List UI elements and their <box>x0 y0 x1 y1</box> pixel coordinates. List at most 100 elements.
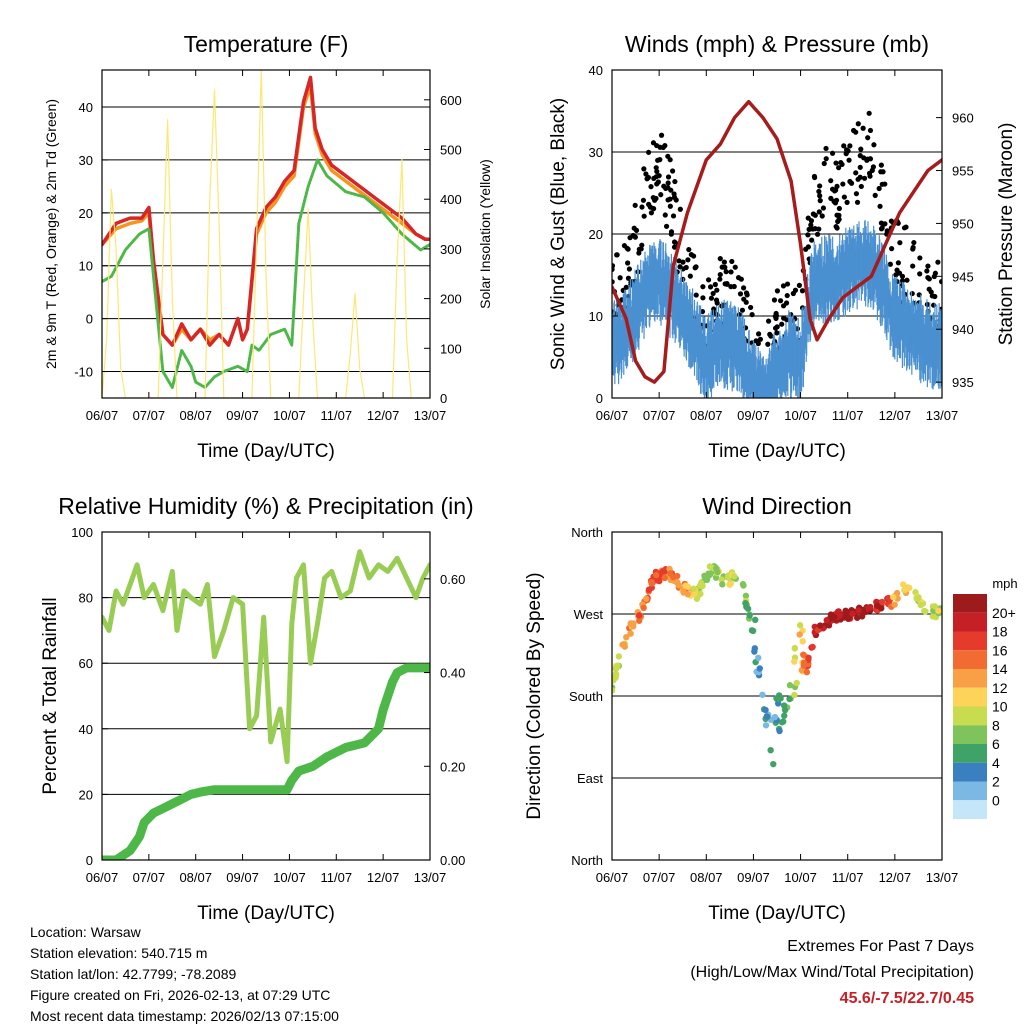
gust-point <box>824 156 829 161</box>
gust-point <box>815 232 820 237</box>
chart-2: Winds (mph) & Pressure (mb)Time (Day/UTC… <box>548 31 1017 462</box>
colorbar-label: 8 <box>992 717 1000 733</box>
gust-point <box>917 255 922 260</box>
gust-point <box>676 258 681 263</box>
gust-point <box>648 204 653 209</box>
gust-point <box>859 184 864 189</box>
gust-point <box>882 181 887 186</box>
colorbar-label: 6 <box>992 736 1000 752</box>
gust-point <box>655 158 660 163</box>
gust-point <box>807 227 812 232</box>
gust-point <box>879 226 884 231</box>
colorbar-swatch <box>953 613 987 632</box>
gust-point <box>671 213 676 218</box>
x-axis-label: Time (Day/UTC) <box>197 903 335 924</box>
x-tick-label: 09/07 <box>226 408 259 423</box>
extremes-subtitle: (High/Low/Max Wind/Total Precipitation) <box>690 960 974 986</box>
gust-point <box>658 192 663 197</box>
y2-tick-label: 960 <box>952 111 974 126</box>
gust-point <box>636 250 641 255</box>
direction-point <box>690 586 696 592</box>
colorbar-swatch <box>953 744 987 763</box>
x-tick-label: 12/07 <box>367 870 400 885</box>
direction-point <box>849 611 855 617</box>
gust-point <box>671 191 676 196</box>
y2-tick-label: 955 <box>952 164 974 179</box>
direction-point <box>776 696 782 702</box>
y2-axis-label: Station Pressure (Maroon) <box>996 123 1017 346</box>
direction-point <box>757 665 763 671</box>
gust-point <box>797 283 802 288</box>
direction-point <box>616 653 622 659</box>
plot-area <box>609 102 944 398</box>
gust-point <box>641 198 646 203</box>
direction-point <box>921 608 927 614</box>
direction-point <box>792 645 798 651</box>
direction-point <box>759 692 765 698</box>
gust-point <box>633 203 638 208</box>
gust-point <box>717 277 722 282</box>
direction-point <box>890 594 896 600</box>
y2-tick-label: 935 <box>952 375 974 390</box>
gust-point <box>839 162 844 167</box>
gust-point <box>927 276 932 281</box>
series-direction <box>609 563 944 767</box>
gust-point <box>694 292 699 297</box>
direction-point <box>703 574 709 580</box>
x-tick-label: 08/07 <box>690 870 723 885</box>
y2-tick-label: 0.60 <box>440 572 465 587</box>
gust-point <box>862 176 867 181</box>
colorbar-label: 18 <box>992 624 1008 640</box>
x-tick-label: 11/07 <box>832 408 864 423</box>
gust-point <box>773 326 778 331</box>
direction-point <box>713 565 719 571</box>
gust-point <box>894 267 899 272</box>
info-elevation: Station elevation: 540.715 m <box>30 943 339 964</box>
gust-point <box>672 179 677 184</box>
gust-point <box>665 197 670 202</box>
y-tick-label: West <box>574 607 604 622</box>
gust-point <box>847 179 852 184</box>
gust-point <box>841 143 846 148</box>
gust-point <box>842 194 847 199</box>
x-tick-label: 08/07 <box>179 870 212 885</box>
gust-point <box>893 272 898 277</box>
direction-point <box>913 595 919 601</box>
x-tick-label: 11/07 <box>320 870 352 885</box>
y-tick-label: 40 <box>589 63 603 78</box>
gust-point <box>910 291 915 296</box>
y-tick-label: -10 <box>74 365 93 380</box>
colorbar-swatch <box>953 632 987 651</box>
direction-point <box>628 621 634 627</box>
direction-point <box>627 630 633 636</box>
gust-point <box>812 174 817 179</box>
direction-point <box>755 655 761 661</box>
direction-point <box>646 586 652 592</box>
gust-point <box>784 300 789 305</box>
colorbar-swatch <box>953 707 987 726</box>
x-tick-label: 11/07 <box>320 408 352 423</box>
gust-point <box>877 186 882 191</box>
y2-axis-label: Solar Insolation (Yellow) <box>477 159 493 309</box>
gust-point <box>840 181 845 186</box>
y2-tick-label: 0 <box>440 391 447 406</box>
gust-point <box>935 260 940 265</box>
y-tick-label: 0 <box>86 853 93 868</box>
gust-point <box>877 204 882 209</box>
gust-point <box>666 180 671 185</box>
gust-point <box>627 235 632 240</box>
y-tick-label: 0 <box>86 312 93 327</box>
direction-point <box>684 591 690 597</box>
gust-point <box>816 189 821 194</box>
colorbar-label: 12 <box>992 680 1008 696</box>
direction-point <box>772 714 778 720</box>
gust-point <box>858 175 863 180</box>
direction-point <box>614 663 620 669</box>
gust-point <box>889 246 894 251</box>
y2-tick-label: 0.40 <box>440 666 465 681</box>
direction-point <box>707 563 713 569</box>
colorbar-swatch <box>953 669 987 688</box>
gust-point <box>844 200 849 205</box>
gust-point <box>724 281 729 286</box>
gust-point <box>881 222 886 227</box>
